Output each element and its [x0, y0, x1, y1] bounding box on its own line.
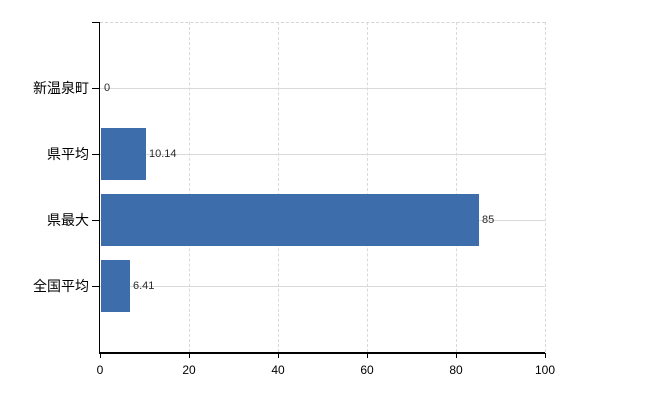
y-axis-tick: [92, 88, 100, 89]
x-axis-tick: [100, 353, 101, 358]
x-tick-label: 0: [96, 363, 104, 377]
category-label: 県最大: [47, 212, 89, 228]
x-tick-label: 60: [360, 363, 374, 377]
category-label: 全国平均: [33, 278, 89, 294]
gridline-vertical: [367, 22, 368, 352]
bar-value-label: 10.14: [149, 148, 177, 160]
gridline-vertical: [189, 22, 190, 352]
x-axis-tick: [189, 353, 190, 358]
x-tick-label: 40: [271, 363, 285, 377]
bar: [101, 260, 130, 312]
y-axis-tick: [92, 220, 100, 221]
gridline-horizontal: [100, 154, 545, 155]
x-axis-tick: [456, 353, 457, 358]
x-tick-label: 100: [534, 363, 556, 377]
x-axis-tick: [278, 353, 279, 358]
bar-value-label: 85: [482, 214, 495, 226]
bar-value-label: 6.41: [133, 280, 155, 292]
x-axis-tick: [367, 353, 368, 358]
gridline-vertical: [456, 22, 457, 352]
y-axis-top-tick: [92, 22, 100, 23]
gridline-vertical: [278, 22, 279, 352]
gridline-horizontal-top: [100, 22, 545, 23]
gridline-horizontal: [100, 286, 545, 287]
gridline-vertical: [545, 22, 546, 352]
bar: [101, 194, 479, 246]
y-axis-line: [98, 22, 100, 353]
x-tick-label: 80: [449, 363, 463, 377]
gridline-horizontal: [100, 88, 545, 89]
category-label: 県平均: [47, 146, 89, 162]
x-axis-line: [98, 352, 545, 354]
x-axis-tick: [545, 353, 546, 358]
category-label: 新温泉町: [33, 80, 89, 96]
bar-value-label: 0: [104, 82, 111, 94]
x-tick-label: 20: [182, 363, 196, 377]
y-axis-tick: [92, 286, 100, 287]
bar: [101, 128, 146, 180]
y-axis-tick: [92, 154, 100, 155]
